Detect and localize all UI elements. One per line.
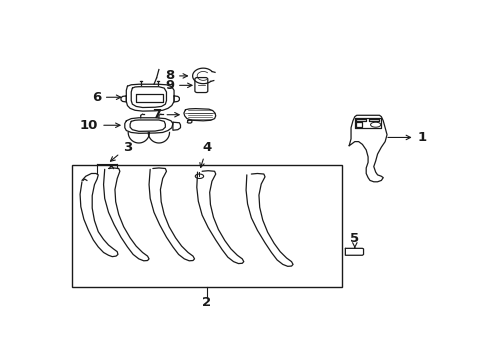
Bar (72, 165, 341, 287)
Text: 7: 7 (152, 108, 179, 121)
Text: 4: 4 (200, 141, 211, 167)
Text: 5: 5 (349, 232, 359, 248)
Text: 2: 2 (202, 296, 211, 309)
Text: 3: 3 (110, 141, 132, 161)
Text: 1: 1 (387, 131, 426, 144)
Text: 6: 6 (91, 91, 121, 104)
Text: 9: 9 (164, 79, 192, 92)
Text: 10: 10 (80, 119, 120, 132)
Text: 8: 8 (164, 69, 187, 82)
